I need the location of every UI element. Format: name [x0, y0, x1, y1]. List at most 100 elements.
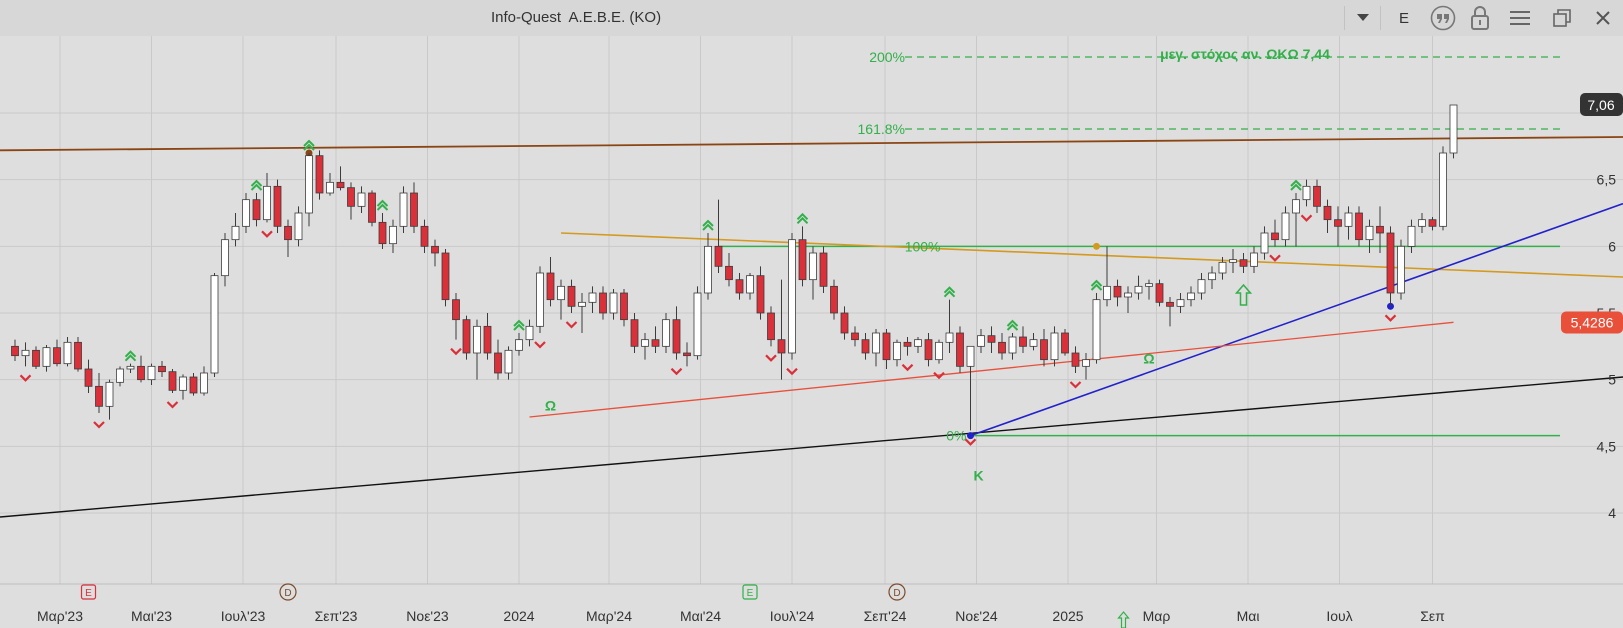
candle-body [630, 319, 639, 347]
candle-down [777, 279, 786, 380]
candle-up [116, 366, 124, 387]
candle-down [273, 179, 282, 233]
candle-down [1334, 206, 1342, 247]
candle-body [305, 155, 313, 214]
pivot-low-marker [933, 371, 945, 380]
pivot-dot [1093, 242, 1100, 250]
long-term-trendline [0, 376, 1623, 518]
candle-down [1386, 226, 1395, 307]
y-tick-label: 6 [1608, 238, 1616, 254]
x-tick-label: Σεπ'23 [315, 608, 358, 624]
candle-body [357, 192, 366, 207]
candle-down [735, 273, 744, 300]
hamburger-menu-icon[interactable] [1505, 3, 1535, 33]
candle-down [683, 342, 691, 367]
candle-up [179, 374, 187, 400]
candle-body [1302, 185, 1311, 201]
candle-body [1124, 292, 1132, 298]
candle-body [1397, 245, 1405, 294]
pivot-markers [19, 139, 1397, 446]
candle-down [378, 213, 387, 249]
candle-down [158, 361, 166, 377]
candle-body [588, 292, 597, 303]
candle-body [95, 385, 103, 407]
pivot-low-marker [901, 363, 914, 372]
candle-down [441, 249, 450, 307]
candle-up [200, 366, 208, 396]
candle-up [893, 339, 901, 367]
candle-body [1197, 279, 1206, 294]
candle-body [830, 285, 838, 314]
candle-body [431, 245, 439, 254]
candle-body [116, 368, 124, 383]
pivot-low-marker [1300, 214, 1313, 222]
candle-down [53, 339, 61, 367]
candle-body [368, 192, 376, 223]
pivot-high-marker [796, 212, 809, 225]
candle-down [861, 333, 870, 360]
candle-body [378, 221, 387, 245]
pivot-high-marker [250, 179, 263, 191]
candle-down [851, 326, 859, 347]
candle-body [935, 341, 943, 361]
candle-body [1250, 252, 1258, 267]
close-icon[interactable] [1588, 3, 1618, 33]
e-button[interactable]: E [1398, 9, 1409, 27]
candle-down [1239, 253, 1248, 273]
pivot-low-marker [166, 401, 179, 409]
candle-body [924, 339, 933, 361]
candle-body [483, 325, 492, 354]
x-axis: Μαρ'23 Μαι'23 Ιουλ'23 Σεπ'23 Νοε'23 2024 Μαρ'2… [37, 608, 1445, 628]
candle-up [1134, 275, 1143, 300]
pivot-high-marker [124, 350, 137, 362]
candle-up [1008, 333, 1017, 360]
candle-up [357, 186, 366, 213]
restore-window-icon[interactable] [1547, 3, 1577, 33]
chart-background [0, 36, 1623, 628]
quote-icon[interactable] [1428, 3, 1458, 33]
candle-body [599, 292, 607, 314]
candle-down [798, 226, 807, 287]
x-tick-label: Σεπ'24 [864, 608, 907, 624]
candle-down [1061, 329, 1069, 356]
candle-body [1103, 285, 1111, 301]
lock-icon[interactable] [1466, 3, 1494, 33]
candle-body [956, 332, 964, 367]
candle-body [536, 272, 544, 327]
candle-up [42, 345, 51, 372]
candle-body [263, 185, 271, 221]
last-price-label: 7,06 [1587, 97, 1614, 113]
candle-body [74, 341, 82, 370]
ma-price-label: 5,4286 [1571, 315, 1614, 331]
candle-body [1176, 299, 1185, 307]
caret-down-icon[interactable] [1350, 3, 1376, 33]
candle-up [1302, 179, 1311, 207]
candle-body [336, 181, 345, 189]
candle-body [420, 225, 429, 247]
candle-body [893, 341, 901, 361]
candle-body [546, 272, 555, 301]
pivot-high-marker [1090, 279, 1103, 291]
candle-down [1323, 199, 1332, 233]
candle-body [147, 365, 156, 381]
price-chart[interactable]: 0% 100% 161.8% 200% μεγ. στόχος αν. ΩΚΩ 7,44… [0, 36, 1623, 628]
candle-body [1407, 225, 1416, 247]
candle-up [1092, 293, 1101, 364]
candle-up [1029, 333, 1038, 351]
candle-up [1229, 249, 1237, 273]
candle-up [105, 379, 114, 420]
candle-down [315, 150, 324, 200]
candle-up [242, 193, 250, 233]
candle-up [1418, 213, 1426, 233]
candle-body [389, 225, 397, 245]
moving-average-line [529, 321, 1454, 418]
candle-body [347, 187, 355, 207]
candle-up [693, 286, 702, 360]
candle-up [914, 337, 922, 353]
earnings-marker-label: E [85, 588, 92, 599]
candle-body [1323, 205, 1332, 221]
x-tick-label: Μαρ'23 [37, 608, 83, 624]
candle-up [221, 233, 229, 287]
candle-body [1082, 359, 1090, 367]
